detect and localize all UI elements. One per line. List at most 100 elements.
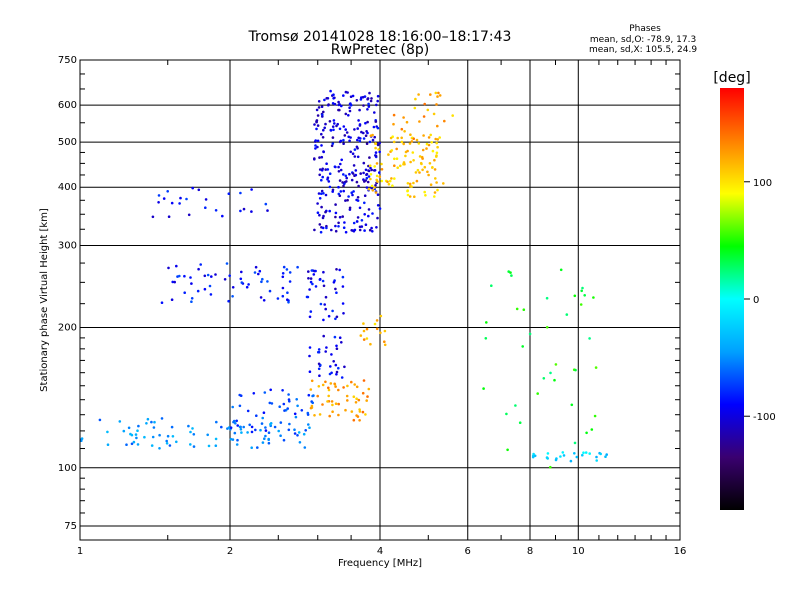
data-point-right-low bbox=[584, 451, 588, 454]
data-point-right-low bbox=[569, 459, 573, 463]
data-point-f2-x-spread bbox=[396, 136, 400, 140]
data-point-o-trace-low bbox=[130, 442, 134, 446]
data-point-f2-spread bbox=[358, 228, 362, 232]
data-point-sparse-right bbox=[514, 404, 517, 407]
data-point-f2-spread bbox=[313, 123, 316, 126]
data-point-f1-left bbox=[179, 196, 182, 200]
data-point-x-mid bbox=[379, 331, 382, 335]
data-point-o-trace-low bbox=[118, 420, 122, 423]
data-point-f2-spread bbox=[325, 97, 329, 100]
data-point-f2-spread bbox=[364, 168, 368, 172]
data-point-o-trace-low bbox=[132, 440, 136, 444]
data-point-sparse-right bbox=[592, 296, 595, 299]
data-point-o-trace-low bbox=[236, 438, 239, 442]
data-point-sparse-right bbox=[484, 337, 488, 340]
data-point-f2-spread bbox=[344, 199, 347, 202]
data-point-sparse-right bbox=[585, 431, 588, 435]
data-point-x-mid bbox=[362, 338, 366, 341]
data-point-mid-vertical bbox=[314, 285, 318, 288]
data-point-mid-vertical bbox=[335, 373, 338, 376]
data-point-f1-trace bbox=[189, 276, 192, 279]
data-point-f2-spread bbox=[367, 175, 371, 178]
data-point-sparse-right bbox=[580, 289, 583, 293]
data-point-f2-x-spread bbox=[431, 166, 434, 169]
data-point-f1-trace bbox=[262, 299, 266, 302]
x-tick-label-6: 16 bbox=[674, 546, 687, 557]
data-point-f2-spread bbox=[321, 136, 325, 139]
colorbar-tick-label-2: -100 bbox=[753, 412, 776, 423]
data-point-f2-spread bbox=[350, 178, 354, 182]
data-point-f2-spread bbox=[378, 171, 381, 174]
data-point-f2-x-spread bbox=[419, 161, 423, 165]
data-point-f2-spread bbox=[368, 91, 371, 95]
data-point-f2-spread bbox=[323, 126, 327, 130]
data-point-f2-spread bbox=[348, 106, 351, 109]
data-point-o-trace-low bbox=[293, 428, 296, 432]
data-point-f2-spread bbox=[370, 186, 374, 190]
data-point-f2-upper-x bbox=[412, 137, 416, 140]
data-point-f2-x-spread bbox=[421, 148, 425, 152]
data-point-f2-spread bbox=[339, 162, 342, 166]
data-point-o-trace-low bbox=[279, 421, 283, 424]
data-point-f2-spread bbox=[343, 221, 346, 224]
data-point-o-trace-rise bbox=[234, 422, 237, 425]
data-point-f1-left bbox=[187, 213, 191, 217]
data-point-f2-spread bbox=[353, 128, 356, 131]
data-point-f2-spread bbox=[367, 169, 370, 172]
data-point-o-trace-rise bbox=[269, 388, 273, 392]
data-point-f2-spread bbox=[314, 147, 317, 150]
data-point-f1-left bbox=[264, 202, 268, 206]
legend-line-x: mean, sd,X: 105.5, 24.9 bbox=[589, 45, 697, 55]
data-point-f1-trace bbox=[240, 270, 243, 274]
data-point-x-trace-low bbox=[353, 383, 357, 386]
data-point-f2-upper-x bbox=[400, 136, 404, 140]
data-point-mid-vertical bbox=[329, 365, 332, 368]
data-point-f2-spread bbox=[356, 127, 360, 130]
data-point-f2-spread bbox=[356, 199, 360, 202]
data-point-f2-spread bbox=[376, 99, 380, 103]
data-point-f1-trace bbox=[208, 284, 212, 288]
data-point-f2-upper-x bbox=[418, 120, 421, 123]
data-point-mid-vertical bbox=[334, 287, 337, 291]
data-point-mid-vertical bbox=[332, 360, 336, 363]
data-point-f2-spread bbox=[373, 169, 377, 172]
data-point-f2-x-spread bbox=[412, 159, 415, 162]
data-point-f2-x-spread bbox=[378, 175, 382, 179]
data-point-f2-spread bbox=[331, 142, 335, 145]
data-point-x-mid bbox=[375, 319, 379, 322]
data-point-mid-vertical bbox=[341, 285, 345, 288]
x-axis-label: Frequency [MHz] bbox=[338, 558, 422, 569]
data-point-o-trace-rise bbox=[306, 411, 310, 415]
data-point-right-low bbox=[581, 453, 584, 457]
data-point-mid-vertical bbox=[322, 270, 325, 274]
data-point-x-trace-low bbox=[358, 410, 362, 413]
data-point-f2-spread bbox=[324, 168, 328, 171]
data-point-f2-x-spread bbox=[433, 195, 436, 198]
data-point-o-trace-low bbox=[189, 443, 192, 446]
data-point-f2-spread bbox=[366, 108, 369, 111]
data-point-f2-spread bbox=[365, 176, 369, 180]
data-point-mid-vertical bbox=[335, 268, 338, 271]
data-point-f2-spread bbox=[345, 180, 348, 183]
data-point-f2-spread bbox=[332, 93, 335, 96]
data-point-f2-x-spread bbox=[431, 149, 435, 153]
data-point-f2-spread bbox=[371, 212, 374, 215]
data-point-f1-trace bbox=[183, 274, 186, 278]
data-point-f1-left bbox=[170, 201, 174, 205]
data-point-f2-spread bbox=[355, 180, 359, 184]
data-point-f2-x-spread bbox=[429, 183, 433, 186]
data-point-f2-x-spread bbox=[438, 136, 442, 139]
data-point-f2-spread bbox=[336, 122, 340, 126]
data-point-f2-upper-x bbox=[400, 140, 404, 144]
data-point-mid-vertical bbox=[317, 362, 321, 366]
data-point-f2-spread bbox=[339, 139, 343, 143]
data-point-mid-vertical bbox=[322, 284, 326, 288]
data-point-x-trace-low bbox=[334, 402, 338, 406]
data-point-f1-trace bbox=[281, 286, 285, 290]
data-point-f2-upper-x bbox=[443, 119, 446, 123]
y-axis-label: Stationary phase Virtual Height [km] bbox=[39, 208, 50, 392]
y-tick-label-4: 400 bbox=[58, 182, 77, 193]
data-point-f2-spread bbox=[364, 134, 368, 137]
data-point-f1-left bbox=[204, 198, 208, 201]
data-point-x-trace-low bbox=[365, 399, 369, 402]
